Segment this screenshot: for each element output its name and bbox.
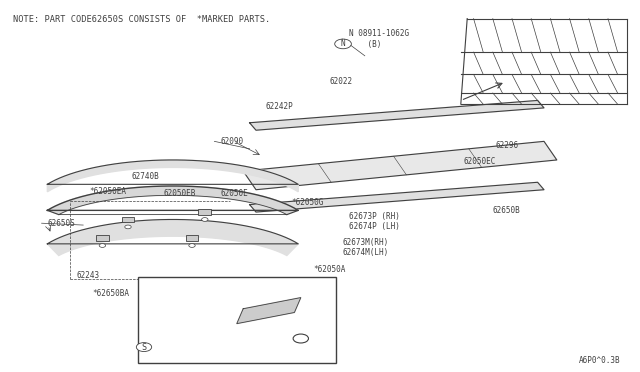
Text: 62671 (RH): 62671 (RH) [159, 295, 205, 304]
Circle shape [335, 39, 351, 49]
Polygon shape [243, 141, 557, 190]
Polygon shape [47, 160, 298, 192]
Circle shape [189, 244, 195, 247]
Bar [186, 235, 198, 241]
Circle shape [293, 334, 308, 343]
Text: N 08911-1062G
    (B): N 08911-1062G (B) [349, 29, 409, 49]
Text: §08566-6162A
      (4): §08566-6162A (4) [159, 327, 214, 346]
Text: *62050A: *62050A [314, 265, 346, 274]
Text: N: N [340, 39, 346, 48]
Text: 62050E: 62050E [221, 189, 248, 198]
Text: 62650S: 62650S [48, 219, 76, 228]
Text: *62050G: *62050G [291, 198, 324, 207]
Circle shape [125, 225, 131, 229]
Bar [96, 235, 109, 241]
Text: *62050EA: *62050EA [90, 187, 127, 196]
Text: *62650BA: *62650BA [93, 289, 130, 298]
Text: 62050EB: 62050EB [163, 189, 196, 198]
Text: 62022: 62022 [330, 77, 353, 86]
FancyBboxPatch shape [138, 277, 336, 363]
Text: 62296: 62296 [496, 141, 519, 150]
Bar [122, 217, 134, 222]
Text: 62740B: 62740B [131, 172, 159, 181]
Text: 62673P (RH)
62674P (LH): 62673P (RH) 62674P (LH) [349, 212, 399, 231]
Text: 62243: 62243 [77, 271, 100, 280]
Text: A6P0^0.3B: A6P0^0.3B [579, 356, 621, 365]
Polygon shape [47, 186, 298, 215]
Text: S: S [141, 343, 147, 352]
Text: 62673M(RH)
62674M(LH): 62673M(RH) 62674M(LH) [342, 238, 388, 257]
Text: 62242P: 62242P [266, 102, 293, 110]
Bar [198, 209, 211, 215]
Circle shape [99, 244, 106, 247]
Text: 62650B: 62650B [493, 206, 520, 215]
Polygon shape [47, 219, 298, 256]
Polygon shape [250, 182, 544, 212]
Polygon shape [250, 100, 544, 130]
Text: 62050EC: 62050EC [464, 157, 497, 166]
Polygon shape [237, 298, 301, 324]
Text: U/2S[0594-: U/2S[0594- [157, 280, 203, 289]
Text: NOTE: PART CODE62650S CONSISTS OF  *MARKED PARTS.: NOTE: PART CODE62650S CONSISTS OF *MARKE… [13, 15, 270, 24]
Circle shape [136, 343, 152, 352]
Text: 62672(LH): 62672(LH) [159, 306, 200, 315]
Circle shape [202, 218, 208, 221]
Text: 62090: 62090 [221, 137, 244, 146]
